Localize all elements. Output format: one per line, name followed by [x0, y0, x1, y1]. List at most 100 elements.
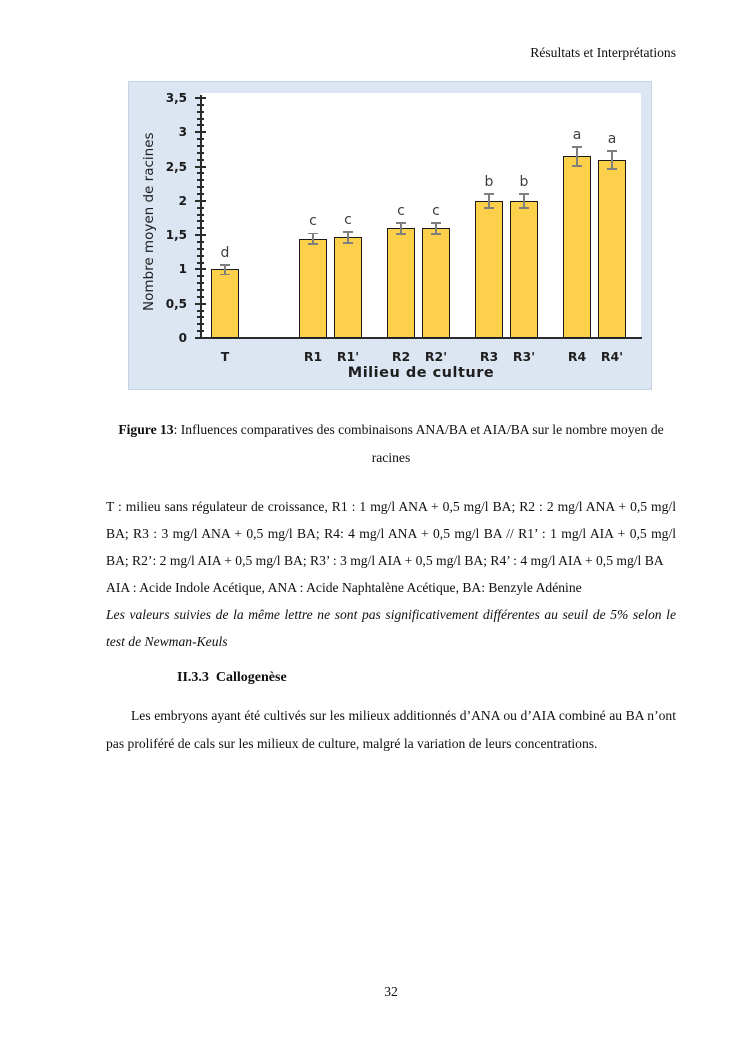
bar-R4: [563, 156, 591, 338]
y-axis-tick-label: 2: [178, 193, 187, 208]
y-axis-tick-label: 1,5: [165, 228, 187, 243]
error-bar-cap: [607, 150, 617, 152]
error-bar-cap: [220, 264, 230, 266]
x-axis-label: R4: [567, 349, 587, 364]
figure-caption-label: Figure 13: [118, 422, 174, 437]
error-bar: [611, 150, 613, 169]
y-axis-tick: [197, 254, 204, 257]
error-bar-cap: [431, 233, 441, 235]
y-axis: [200, 95, 202, 338]
y-axis-tick: [195, 165, 206, 168]
bar-R2: [387, 228, 415, 338]
x-axis-label: R1': [336, 349, 360, 364]
y-axis-tick: [197, 206, 204, 209]
y-axis-tick: [195, 337, 206, 339]
y-axis-tick-label: 0,5: [165, 296, 187, 311]
bar-R2': [422, 228, 450, 338]
error-bar-cap: [396, 222, 406, 224]
x-axis-label: T: [220, 349, 230, 364]
page-number: 32: [384, 984, 398, 999]
error-bar: [400, 222, 402, 234]
error-bar-cap: [484, 193, 494, 195]
y-axis-tick: [197, 172, 204, 175]
y-axis-tick: [197, 124, 204, 127]
note-statistics: Les valeurs suivies de la même lettre ne…: [106, 607, 676, 649]
y-axis-tick: [197, 282, 204, 285]
error-bar: [224, 264, 226, 275]
y-axis-tick-label: 3,5: [165, 91, 187, 105]
figure-chart: Nombre moyen de racines 0 0,5 1 1,5 2 2,5 3 3,5…: [128, 81, 652, 390]
error-bar: [435, 222, 437, 234]
y-axis-tick: [197, 158, 204, 161]
y-axis-tick: [197, 213, 204, 216]
x-axis-label: R2: [391, 349, 411, 364]
y-axis-tick: [197, 179, 204, 182]
y-axis-tick: [197, 193, 204, 195]
y-axis-tick: [195, 234, 206, 237]
y-axis-tick: [197, 220, 204, 223]
y-axis-tick: [197, 261, 204, 264]
x-axis-title: Milieu de culture: [347, 365, 495, 381]
y-axis-tick-label: 2,5: [165, 159, 187, 174]
error-bar: [347, 231, 349, 243]
significance-letter: c: [344, 211, 352, 228]
bar-R3: [475, 200, 503, 338]
bar-R4': [598, 159, 626, 338]
y-axis-tick: [197, 289, 204, 291]
y-axis-tick: [197, 295, 204, 298]
y-axis-tick: [197, 309, 204, 312]
error-bar: [312, 233, 314, 245]
bar-R1': [334, 237, 362, 338]
y-axis-tick: [195, 268, 206, 271]
error-bar-cap: [607, 168, 617, 170]
y-axis-tick: [197, 275, 204, 278]
y-axis-tick: [197, 103, 204, 106]
note-treatments: T : milieu sans régulateur de croissance…: [106, 499, 676, 568]
significance-letter: c: [397, 202, 405, 219]
error-bar: [488, 194, 490, 208]
y-axis-tick: [195, 302, 206, 305]
significance-letter: a: [607, 130, 617, 147]
x-axis-label: R4': [600, 349, 624, 364]
significance-letter: b: [484, 174, 494, 190]
error-bar-cap: [308, 243, 318, 246]
y-axis-tick: [197, 247, 204, 250]
error-bar-cap: [519, 193, 529, 195]
y-axis-tick: [197, 110, 204, 113]
y-axis-tick: [197, 330, 204, 333]
error-bar: [523, 194, 525, 208]
y-axis-tick: [197, 227, 204, 230]
bar-R3': [510, 200, 538, 338]
figure-caption: Figure 13: Influences comparatives des c…: [106, 416, 676, 472]
section-heading: II.3.3 Callogenèse: [177, 668, 676, 688]
error-bar-cap: [343, 242, 353, 244]
figure-caption-text: : Influences comparatives des combinaiso…: [173, 422, 664, 465]
significance-letter: c: [432, 202, 440, 219]
y-axis-tick: [197, 241, 204, 243]
error-bar: [576, 146, 578, 166]
x-axis-label: R3: [479, 349, 499, 364]
figure-notes: T : milieu sans régulateur de croissance…: [106, 493, 676, 655]
error-bar-cap: [343, 231, 353, 233]
y-axis-tick-label: 0: [178, 331, 187, 345]
y-axis-tick-label: 1: [178, 262, 187, 277]
bar-T: [211, 269, 239, 338]
x-axis-label: R2': [424, 349, 448, 364]
error-bar-cap: [572, 165, 582, 167]
significance-letter: b: [519, 174, 529, 190]
error-bar-cap: [431, 222, 441, 224]
y-axis-tick: [197, 117, 204, 120]
y-axis-tick: [197, 145, 204, 147]
error-bar-cap: [484, 207, 494, 209]
error-bar-cap: [519, 207, 529, 209]
y-axis-tick: [195, 131, 206, 134]
x-axis: [200, 337, 642, 339]
y-axis-tick: [197, 138, 204, 141]
x-axis-label: R1: [303, 349, 323, 364]
running-header: Résultats et Interprétations: [530, 45, 676, 60]
y-axis-tick: [197, 316, 204, 319]
significance-letter: c: [309, 213, 317, 230]
section-heading-title: Callogenèse: [215, 670, 287, 685]
